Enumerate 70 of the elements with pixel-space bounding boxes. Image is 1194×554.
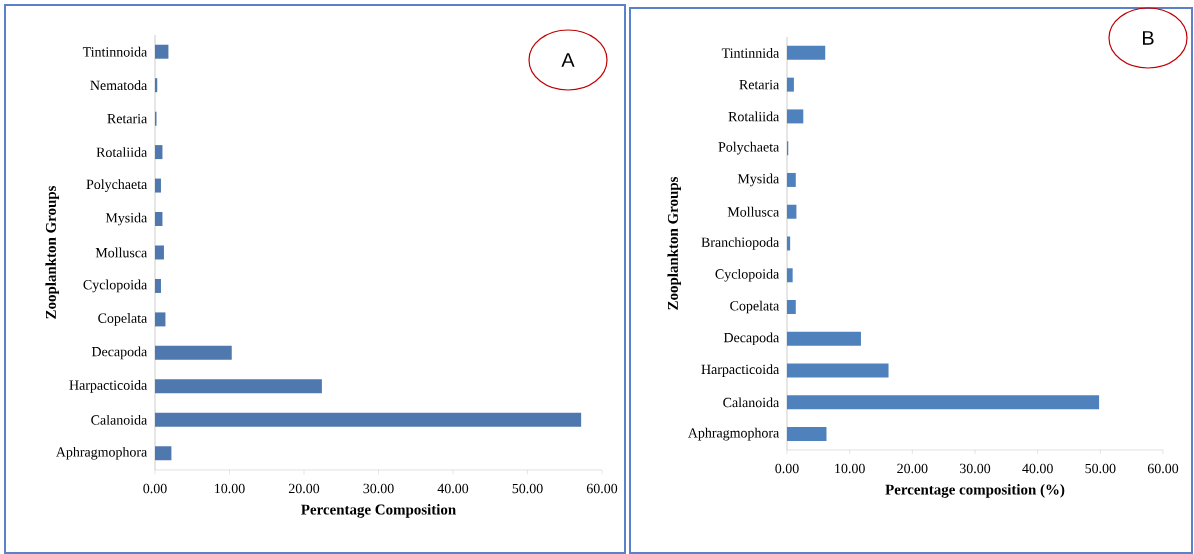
bar — [155, 412, 582, 427]
y-tick-label: Tintinnoida — [82, 46, 148, 57]
bar — [787, 268, 793, 283]
bar — [787, 204, 797, 219]
y-tick-label: Mollusca — [727, 206, 780, 217]
x-tick-label: 20.00 — [288, 483, 320, 494]
bar — [155, 178, 161, 193]
bar — [155, 44, 169, 59]
x-tick-label: 40.00 — [1022, 463, 1053, 474]
y-tick-label: Copelata — [730, 300, 780, 314]
y-tick-label: Cyclopoida — [715, 268, 780, 282]
y-tick-label: Cyclopoida — [83, 279, 148, 293]
annotation: A — [561, 53, 575, 67]
y-tick-label: Tintinnida — [721, 47, 780, 58]
x-tick-label: 0.00 — [143, 483, 167, 494]
y-tick-label: Mollusca — [95, 247, 148, 258]
bar — [155, 212, 163, 227]
y-tick-label: Rotaliida — [728, 111, 780, 122]
x-tick-label: 30.00 — [363, 483, 394, 494]
y-tick-label: Harpacticoida — [701, 364, 780, 377]
y-tick-label: Harpacticoida — [69, 380, 148, 393]
y-tick-label: Calanoida — [91, 414, 148, 425]
y-axis-title: Zooplankton Groups — [667, 176, 681, 310]
y-tick-label: Aphragmophora — [687, 427, 780, 441]
bar — [787, 236, 791, 251]
x-tick-label: 50.00 — [1085, 463, 1116, 474]
y-tick-label: Polychaeta — [86, 179, 148, 192]
x-tick-label: 30.00 — [959, 463, 991, 474]
bar — [787, 395, 1100, 410]
y-tick-label: Polychaeta — [718, 141, 780, 155]
bar — [155, 278, 161, 293]
bar — [787, 45, 826, 60]
bar — [787, 300, 796, 315]
y-tick-label: Retaria — [739, 79, 780, 90]
x-tick-label: 20.00 — [897, 463, 928, 474]
y-tick-label: Mysida — [737, 173, 780, 187]
bar — [155, 78, 158, 93]
y-tick-label: Retaria — [107, 113, 148, 124]
y-tick-label: Aphragmophora — [55, 446, 148, 460]
bar — [155, 245, 164, 260]
bar — [787, 363, 889, 378]
x-tick-label: 60.00 — [586, 483, 618, 494]
y-tick-label: Decapoda — [723, 332, 780, 346]
y-axis-title: Zooplankton Groups — [45, 185, 59, 319]
x-tick-label: 10.00 — [835, 463, 865, 474]
y-tick-label: Nematoda — [90, 80, 148, 91]
x-axis-title: Percentage Composition — [301, 504, 456, 518]
y-tick-label: Mysida — [105, 212, 148, 226]
x-tick-label: 60.00 — [1147, 463, 1179, 474]
y-tick-label: Rotaliida — [96, 147, 148, 158]
bar — [787, 172, 796, 187]
y-tick-label: Calanoida — [723, 397, 780, 408]
x-tick-label: 0.00 — [775, 463, 799, 474]
bar — [787, 77, 794, 92]
y-tick-label: Copelata — [98, 313, 148, 326]
bar — [155, 446, 172, 461]
y-tick-label: Decapoda — [91, 346, 148, 360]
bar — [155, 379, 322, 394]
bar — [787, 427, 827, 442]
x-tick-label: 40.00 — [437, 483, 469, 494]
x-tick-label: 50.00 — [512, 483, 543, 494]
annotation: B — [1143, 31, 1154, 45]
bar — [787, 331, 861, 346]
bar — [155, 312, 166, 327]
x-tick-label: 10.00 — [215, 483, 245, 494]
bar — [787, 109, 804, 124]
y-tick-label: Branchiopoda — [701, 237, 780, 250]
x-axis-title: Percentage composition (%) — [885, 484, 1065, 498]
bar — [155, 345, 232, 360]
bar — [155, 145, 163, 160]
